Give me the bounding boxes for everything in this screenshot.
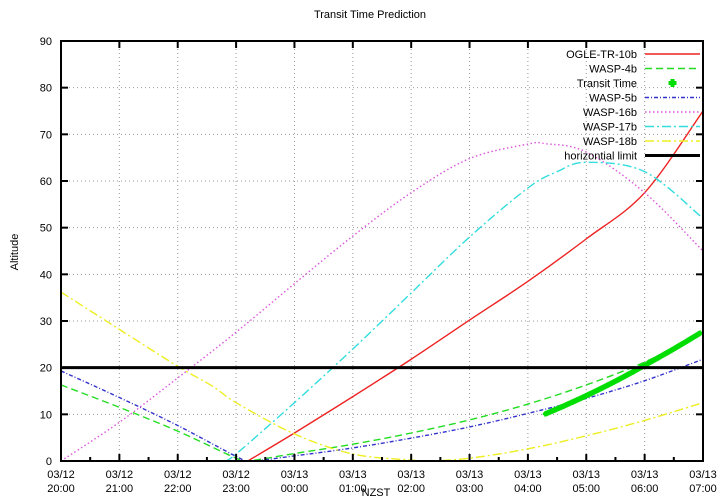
- x-tick-label-time: 01:00: [339, 483, 367, 495]
- y-axis-label: Altitude: [9, 234, 21, 271]
- y-tick-label: 30: [40, 316, 52, 328]
- legend-label-wasp-5b: WASP-5b: [589, 93, 637, 105]
- transit-time-marker: [697, 330, 703, 336]
- series-markers-transit-time: [542, 330, 703, 417]
- x-tick-label-time: 22:00: [164, 483, 192, 495]
- legend-marker-transit-time: [668, 79, 677, 87]
- x-tick-label-date: 03/13: [339, 469, 367, 481]
- series-clip-group: [61, 110, 703, 461]
- chart-legend: OGLE-TR-10b WASP-4b Transit Time WASP-5b WAS…: [564, 49, 700, 163]
- x-tick-label-date: 03/12: [164, 469, 192, 481]
- x-tick-label-time: 23:00: [222, 483, 250, 495]
- y-axis-ticks: 0 10 20 30 40 50 60 70 80 90: [40, 36, 703, 468]
- legend-label-transit-time: Transit Time: [577, 78, 637, 90]
- y-tick-label: 10: [40, 409, 52, 421]
- y-tick-label: 0: [46, 456, 52, 468]
- y-tick-label: 90: [40, 36, 52, 48]
- x-tick-label-time: 02:00: [397, 483, 425, 495]
- x-tick-label-date: 03/13: [631, 469, 659, 481]
- x-tick-label-date: 03/13: [397, 469, 425, 481]
- legend-label-wasp-4b: WASP-4b: [589, 64, 637, 76]
- x-tick-label-date: 03/13: [281, 469, 309, 481]
- x-tick-label-time: 07:00: [689, 483, 717, 495]
- x-tick-label-time: 21:00: [106, 483, 134, 495]
- legend-label-ogle-tr-10b: OGLE-TR-10b: [566, 49, 637, 61]
- legend-label-wasp-18b: WASP-18b: [583, 136, 637, 148]
- x-tick-label-time: 04:00: [514, 483, 542, 495]
- y-tick-label: 80: [40, 83, 52, 95]
- chart-title: Transit Time Prediction: [314, 9, 426, 21]
- x-tick-label-date: 03/13: [689, 469, 717, 481]
- series-line-wasp-17b: [224, 161, 703, 461]
- x-tick-label-time: 06:00: [631, 483, 659, 495]
- x-tick-label-date: 03/12: [106, 469, 134, 481]
- x-tick-label-date: 03/13: [456, 469, 484, 481]
- legend-label-wasp-16b: WASP-16b: [583, 107, 637, 119]
- series-line-wasp-16b: [61, 141, 703, 461]
- x-tick-label-date: 03/12: [47, 469, 75, 481]
- y-tick-label: 60: [40, 176, 52, 188]
- series-line-wasp-4b: [61, 332, 703, 461]
- y-tick-label: 50: [40, 223, 52, 235]
- x-axis-ticks: 03/12 20:00 03/12 21:00 03/12 22:00 03/12 23:00…: [47, 41, 717, 495]
- x-axis-label: NZST: [362, 487, 391, 499]
- data-series-layer: [61, 110, 703, 461]
- y-tick-label: 40: [40, 269, 52, 281]
- series-line-ogle-tr-10b: [247, 110, 703, 461]
- legend-label-wasp-17b: WASP-17b: [583, 122, 637, 134]
- y-tick-label: 70: [40, 129, 52, 141]
- x-tick-label-date: 03/13: [573, 469, 601, 481]
- x-tick-label-time: 05:00: [573, 483, 601, 495]
- y-tick-label: 20: [40, 363, 52, 375]
- x-tick-label-date: 03/12: [222, 469, 250, 481]
- x-tick-label-time: 20:00: [47, 483, 75, 495]
- x-tick-label-date: 03/13: [514, 469, 542, 481]
- x-tick-label-time: 03:00: [456, 483, 484, 495]
- x-tick-label-time: 00:00: [281, 483, 309, 495]
- legend-label-horizontial-limit: horizontial limit: [564, 151, 637, 163]
